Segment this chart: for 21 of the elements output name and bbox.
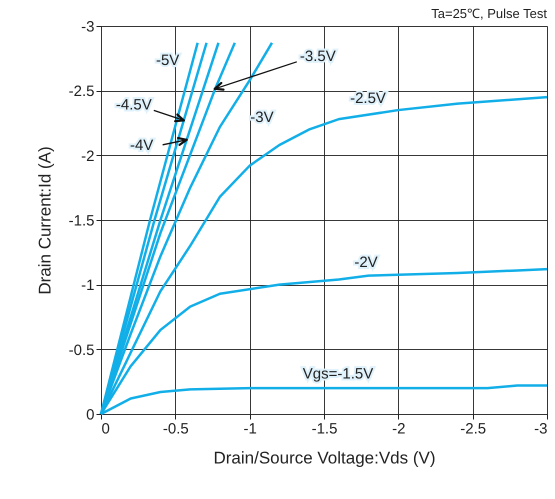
y-tick-label: -2 bbox=[81, 148, 94, 165]
x-tick-label: -3 bbox=[534, 420, 548, 438]
series-label: -2V bbox=[354, 254, 378, 272]
series-label: -2.5V bbox=[350, 90, 386, 108]
x-tick-label: -2 bbox=[392, 420, 406, 438]
y-tick-label: -1.5 bbox=[68, 212, 94, 230]
x-axis-title: Drain/Source Voltage:Vds (V) bbox=[213, 448, 436, 468]
annotation: -4V bbox=[130, 136, 154, 154]
y-tick-label: 0 bbox=[86, 406, 94, 424]
annotation: -4.5V bbox=[116, 96, 152, 114]
x-tick-label: -1 bbox=[243, 420, 257, 438]
y-axis-title: Drain Current:Id (A) bbox=[36, 146, 55, 295]
x-tick-label: -0.5 bbox=[162, 420, 189, 438]
x-tick-label: -2.5 bbox=[460, 420, 486, 438]
x-tick-label: 0 bbox=[102, 420, 110, 438]
y-tick-label: -1 bbox=[81, 277, 94, 294]
y-tick-label: -2.5 bbox=[68, 83, 94, 100]
x-tick-label: -1.5 bbox=[312, 420, 338, 438]
y-tick-label: -3 bbox=[81, 18, 94, 36]
y-tick-label: -0.5 bbox=[68, 342, 94, 359]
text: Ta=25℃, Pulse Test bbox=[431, 6, 548, 21]
